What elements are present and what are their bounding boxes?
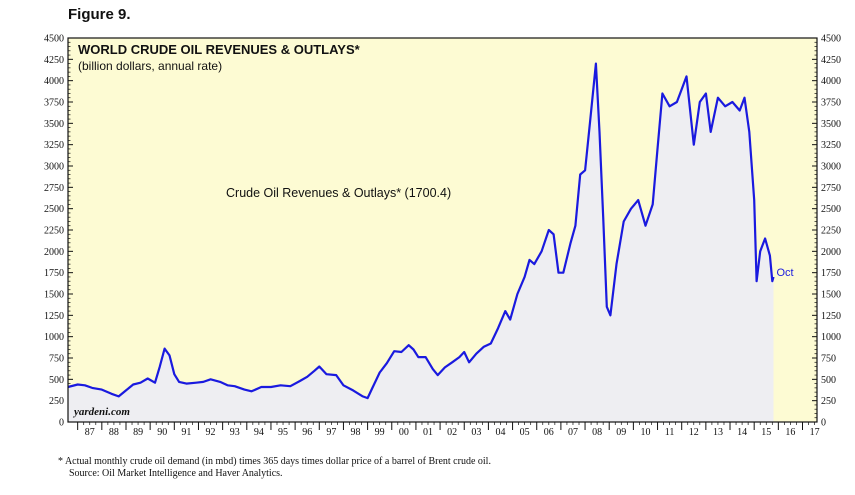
x-tick-label: 17 — [810, 427, 820, 438]
y-tick-label-left: 500 — [49, 375, 64, 386]
y-tick-label-right: 2500 — [821, 204, 841, 215]
y-tick-label-right: 2250 — [821, 226, 841, 237]
x-tick-label: 89 — [133, 427, 143, 438]
x-tick-label: 13 — [713, 427, 723, 438]
y-tick-label-right: 500 — [821, 375, 836, 386]
y-tick-label-right: 1750 — [821, 268, 841, 279]
y-tick-label-left: 750 — [49, 354, 64, 365]
x-tick-label: 09 — [616, 427, 626, 438]
y-tick-label-left: 1000 — [44, 332, 64, 343]
x-tick-label: 91 — [181, 427, 191, 438]
y-tick-label-right: 4500 — [821, 34, 841, 45]
y-tick-label-left: 1750 — [44, 268, 64, 279]
y-tick-label-right: 750 — [821, 354, 836, 365]
footnote-line-1: * Actual monthly crude oil demand (in mb… — [58, 456, 491, 468]
footnote: * Actual monthly crude oil demand (in mb… — [58, 456, 491, 480]
y-tick-label-left: 3000 — [44, 162, 64, 173]
x-tick-label: 06 — [544, 427, 554, 438]
x-tick-label: 99 — [375, 427, 385, 438]
x-tick-label: 16 — [785, 427, 795, 438]
x-tick-label: 04 — [495, 427, 505, 438]
y-tick-label-right: 250 — [821, 396, 836, 407]
y-tick-label-left: 1250 — [44, 311, 64, 322]
y-tick-label-left: 2000 — [44, 247, 64, 258]
x-tick-label: 92 — [206, 427, 216, 438]
y-tick-label-right: 1250 — [821, 311, 841, 322]
y-tick-label-left: 4250 — [44, 55, 64, 66]
series-label: Crude Oil Revenues & Outlays* (1700.4) — [226, 186, 451, 200]
x-tick-label: 95 — [278, 427, 288, 438]
x-tick-label: 14 — [737, 427, 747, 438]
y-tick-label-right: 3250 — [821, 140, 841, 151]
y-tick-label-left: 2500 — [44, 204, 64, 215]
y-axis-right: 0 250 500 750 1000 1250 1500 1750 2000 2250 2500 27… — [821, 34, 841, 429]
x-tick-label: 90 — [157, 427, 167, 438]
y-tick-label-left: 0 — [59, 418, 64, 429]
x-tick-label: 15 — [761, 427, 771, 438]
chart-subtitle: (billion dollars, annual rate) — [78, 59, 222, 73]
x-tick-label: 02 — [447, 427, 457, 438]
y-tick-label-right: 3000 — [821, 162, 841, 173]
y-tick-label-right: 2000 — [821, 247, 841, 258]
y-tick-label-right: 4000 — [821, 76, 841, 87]
x-tick-label: 10 — [640, 427, 650, 438]
x-tick-label: 94 — [254, 427, 264, 438]
x-tick-label: 87 — [85, 427, 95, 438]
y-tick-label-left: 3500 — [44, 119, 64, 130]
x-tick-label: 11 — [665, 427, 675, 438]
y-tick-label-right: 3500 — [821, 119, 841, 130]
y-tick-label-left: 4000 — [44, 76, 64, 87]
y-tick-label-right: 1000 — [821, 332, 841, 343]
y-tick-label-right: 1500 — [821, 290, 841, 301]
watermark-yardeni: yardeni.com — [72, 406, 130, 418]
y-tick-label-left: 250 — [49, 396, 64, 407]
y-tick-label-left: 4500 — [44, 34, 64, 45]
chart-title: WORLD CRUDE OIL REVENUES & OUTLAYS* — [78, 42, 361, 57]
x-tick-label: 08 — [592, 427, 602, 438]
x-tick-label: 03 — [471, 427, 481, 438]
y-tick-label-left: 3750 — [44, 98, 64, 109]
x-tick-label: 01 — [423, 427, 433, 438]
x-tick-label: 00 — [399, 427, 409, 438]
x-tick-label: 93 — [230, 427, 240, 438]
y-tick-label-left: 2250 — [44, 226, 64, 237]
future-shading — [774, 38, 817, 422]
x-axis: 87 88 89 90 91 92 93 94 95 96 97 98 99 00 01 02 03 04 05 06… — [85, 427, 820, 438]
x-tick-label: 12 — [689, 427, 699, 438]
y-axis-left: 0 250 500 750 1000 1250 1500 1750 2000 2250 2500 27… — [44, 34, 64, 429]
x-tick-label: 07 — [568, 427, 578, 438]
x-tick-label: 96 — [302, 427, 312, 438]
x-tick-label: 97 — [326, 427, 336, 438]
y-tick-label-right: 3750 — [821, 98, 841, 109]
x-tick-label: 98 — [351, 427, 361, 438]
y-tick-label-left: 2750 — [44, 183, 64, 194]
x-tick-label: 88 — [109, 427, 119, 438]
end-label-oct: Oct — [777, 267, 794, 279]
footnote-line-2: Source: Oil Market Intelligence and Have… — [58, 468, 491, 480]
y-tick-label-left: 3250 — [44, 140, 64, 151]
x-tick-label: 05 — [520, 427, 530, 438]
y-tick-label-right: 4250 — [821, 55, 841, 66]
y-tick-label-left: 1500 — [44, 290, 64, 301]
y-tick-label-right: 2750 — [821, 183, 841, 194]
y-tick-label-right: 0 — [821, 418, 826, 429]
chart: 0250500750100012501500175020002250250027… — [0, 0, 855, 495]
